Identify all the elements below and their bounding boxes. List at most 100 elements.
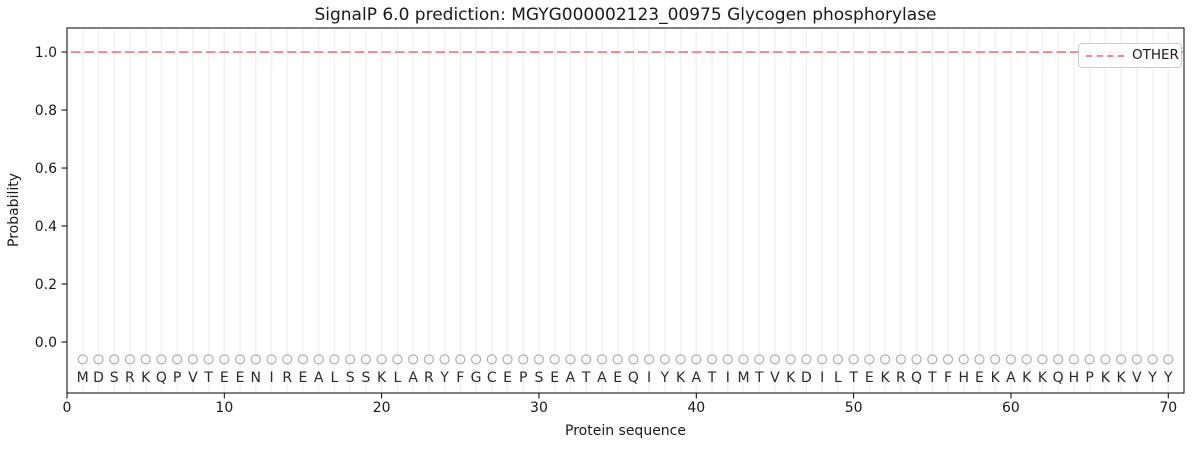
plot-title: SignalP 6.0 prediction: MGYG000002123_00… bbox=[314, 5, 937, 25]
residue-letter: V bbox=[1132, 370, 1142, 386]
residue-letter: T bbox=[707, 370, 717, 386]
legend: OTHER bbox=[1078, 43, 1182, 68]
residue-letter: A bbox=[408, 370, 418, 386]
residue-letter: S bbox=[110, 370, 119, 386]
residue-marker bbox=[643, 354, 655, 365]
residue-marker bbox=[392, 354, 403, 365]
y-tick-label: 0.2 bbox=[35, 277, 57, 293]
x-tick-label: 0 bbox=[63, 400, 72, 416]
residue-marker bbox=[659, 354, 670, 365]
residue-letter: Y bbox=[439, 370, 449, 386]
residue-marker bbox=[895, 354, 906, 365]
residue-marker bbox=[124, 354, 136, 365]
residue-letter: R bbox=[896, 370, 906, 386]
residue-letter: E bbox=[975, 370, 984, 386]
residue-letter: K bbox=[1038, 370, 1048, 386]
residue-letter: K bbox=[1022, 370, 1032, 386]
residue-marker bbox=[706, 354, 718, 365]
residue-letter: Q bbox=[1053, 370, 1064, 386]
x-tick-label: 30 bbox=[530, 400, 548, 416]
y-tick-label: 0.4 bbox=[35, 219, 57, 235]
residue-marker bbox=[1021, 354, 1032, 365]
residue-marker bbox=[360, 354, 372, 365]
residue-letter: Y bbox=[1163, 370, 1173, 386]
residue-marker bbox=[958, 354, 969, 365]
residue-letter: S bbox=[346, 370, 355, 386]
residue-letter: T bbox=[754, 370, 764, 386]
x-tick-label: 70 bbox=[1159, 400, 1177, 416]
residue-letter: Y bbox=[1147, 370, 1157, 386]
residue-letter: E bbox=[613, 370, 622, 386]
legend-other-line-icon bbox=[1086, 54, 1124, 57]
residue-letter: Q bbox=[156, 370, 167, 386]
residue-marker bbox=[801, 354, 812, 365]
residue-marker bbox=[266, 354, 277, 365]
residue-letter: D bbox=[93, 370, 104, 386]
residue-letter: I bbox=[726, 370, 730, 386]
residue-letter: Y bbox=[660, 370, 670, 386]
residue-letter: T bbox=[203, 370, 213, 386]
residue-letter: A bbox=[1006, 370, 1016, 386]
residue-letter: K bbox=[377, 370, 387, 386]
residue-marker bbox=[1163, 354, 1174, 365]
residue-marker bbox=[439, 354, 450, 365]
residue-marker bbox=[533, 354, 545, 365]
residue-letter: N bbox=[251, 370, 261, 386]
residue-letter: K bbox=[1116, 370, 1126, 386]
residue-letter: I bbox=[269, 370, 273, 386]
residue-marker bbox=[581, 354, 592, 365]
residue-letter: L bbox=[834, 370, 842, 386]
y-tick-label: 1.0 bbox=[35, 45, 57, 61]
residue-marker bbox=[628, 354, 639, 365]
residue-letter: I bbox=[820, 370, 824, 386]
plot-spines bbox=[66, 27, 1185, 394]
residue-marker bbox=[1147, 354, 1158, 365]
residue-letter: K bbox=[786, 370, 796, 386]
x-axis-label: Protein sequence bbox=[565, 423, 686, 439]
legend-item-label: OTHER bbox=[1132, 46, 1179, 63]
x-tick-label: 20 bbox=[373, 400, 391, 416]
residue-marker bbox=[1084, 354, 1095, 365]
x-tick-label: 60 bbox=[1002, 400, 1020, 416]
residue-letter: C bbox=[487, 370, 497, 386]
residue-letter: I bbox=[647, 370, 651, 386]
residue-letter: R bbox=[125, 370, 135, 386]
residue-marker bbox=[77, 354, 88, 365]
residue-marker bbox=[1068, 354, 1079, 365]
residue-letter: E bbox=[236, 370, 245, 386]
residue-marker bbox=[722, 354, 733, 365]
residue-marker bbox=[345, 354, 356, 365]
residue-letter: S bbox=[535, 370, 544, 386]
residue-marker bbox=[455, 354, 466, 365]
residue-marker bbox=[817, 354, 828, 365]
residue-letter: V bbox=[770, 370, 780, 386]
residue-letter: P bbox=[519, 370, 527, 386]
residue-letter: P bbox=[173, 370, 181, 386]
residue-marker bbox=[769, 354, 781, 365]
residue-marker bbox=[1005, 354, 1017, 365]
residue-marker bbox=[879, 354, 891, 365]
residue-letter: G bbox=[471, 370, 482, 386]
residue-marker bbox=[172, 354, 183, 365]
residue-letter: T bbox=[581, 370, 591, 386]
residue-marker bbox=[675, 354, 686, 365]
residue-marker bbox=[234, 354, 246, 365]
residue-letter: S bbox=[361, 370, 370, 386]
residue-marker bbox=[376, 354, 387, 365]
residue-marker bbox=[927, 354, 938, 365]
residue-marker bbox=[470, 354, 482, 365]
y-tick-label: 0.8 bbox=[35, 103, 57, 119]
residue-marker bbox=[832, 354, 843, 365]
residue-marker bbox=[1053, 354, 1064, 365]
residue-marker bbox=[250, 354, 261, 365]
residue-marker bbox=[1037, 354, 1048, 365]
residue-marker bbox=[187, 354, 198, 365]
x-tick-label: 50 bbox=[845, 400, 863, 416]
residue-marker bbox=[785, 354, 796, 365]
residue-marker bbox=[93, 354, 104, 365]
residue-letter: L bbox=[393, 370, 401, 386]
residue-letter: K bbox=[991, 370, 1001, 386]
residue-letter: R bbox=[424, 370, 434, 386]
residue-letter: E bbox=[550, 370, 559, 386]
